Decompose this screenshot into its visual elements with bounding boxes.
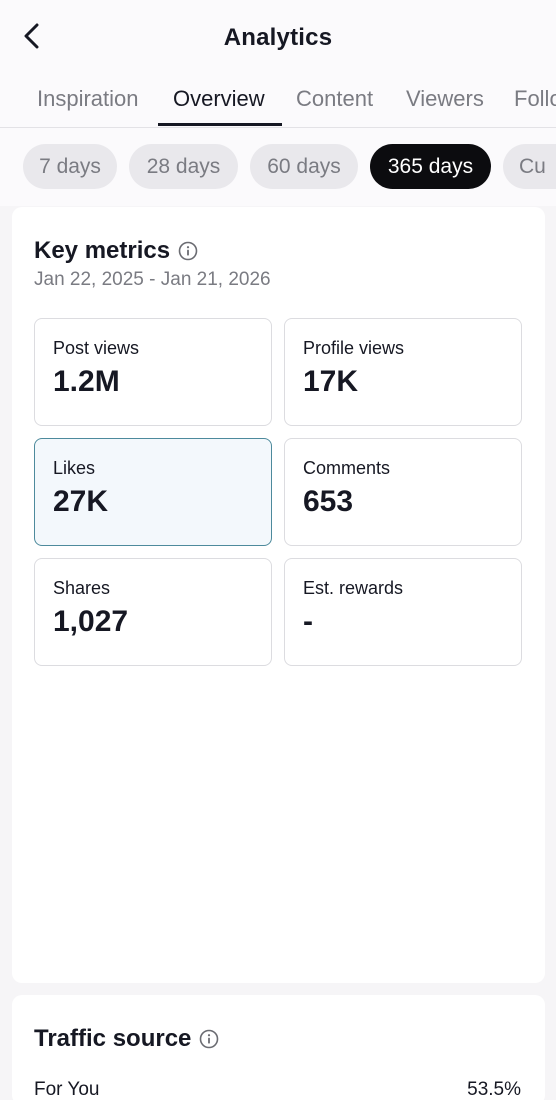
- traffic-source-value: 53.5%: [467, 1079, 521, 1100]
- page-title: Analytics: [223, 24, 333, 51]
- filter-7-days[interactable]: 7 days: [23, 144, 117, 189]
- tab-followers[interactable]: Follo: [514, 86, 556, 111]
- date-range: Jan 22, 2025 - Jan 21, 2026: [34, 269, 271, 290]
- chevron-left-icon: [21, 23, 43, 54]
- metric-est-rewards[interactable]: Est. rewards -: [284, 558, 522, 666]
- info-icon[interactable]: [178, 241, 198, 261]
- metric-likes[interactable]: Likes 27K: [34, 438, 272, 546]
- traffic-source-row: For You 53.5%: [34, 1079, 521, 1100]
- metric-label: Shares: [53, 578, 111, 598]
- metric-label: Likes: [53, 458, 96, 478]
- app-header: Analytics: [0, 0, 556, 76]
- traffic-source-title: Traffic source: [34, 1025, 192, 1052]
- tab-inspiration[interactable]: Inspiration: [37, 86, 139, 111]
- tab-overview[interactable]: Overview: [173, 86, 265, 111]
- back-button[interactable]: [14, 20, 50, 56]
- filter-60-days[interactable]: 60 days: [250, 144, 358, 189]
- metric-value: 653: [303, 485, 354, 518]
- traffic-source-card: Traffic source For You 53.5%: [12, 995, 545, 1100]
- key-metrics-title: Key metrics: [34, 237, 171, 264]
- metric-value: 1,027: [53, 605, 129, 638]
- metric-comments[interactable]: Comments 653: [284, 438, 522, 546]
- key-metrics-card: Key metrics Jan 22, 2025 - Jan 21, 2026 …: [12, 207, 545, 983]
- metric-value: 1.2M: [53, 365, 120, 398]
- filter-365-days[interactable]: 365 days: [370, 144, 491, 189]
- metric-profile-views[interactable]: Profile views 17K: [284, 318, 522, 426]
- tab-content[interactable]: Content: [296, 86, 374, 111]
- key-metrics-heading: Key metrics: [34, 237, 198, 265]
- tab-bar: Inspiration Overview Content Viewers Fol…: [0, 76, 556, 128]
- metric-value: 27K: [53, 485, 109, 518]
- metric-label: Est. rewards: [303, 578, 404, 598]
- metric-label: Post views: [53, 338, 140, 358]
- metric-value: -: [303, 605, 313, 638]
- date-filter-bar: 7 days 28 days 60 days 365 days Cu: [0, 128, 556, 206]
- filter-custom[interactable]: Cu: [503, 144, 556, 189]
- info-icon[interactable]: [199, 1029, 219, 1049]
- metric-value: 17K: [303, 365, 359, 398]
- metric-post-views[interactable]: Post views 1.2M: [34, 318, 272, 426]
- metric-shares[interactable]: Shares 1,027: [34, 558, 272, 666]
- tab-viewers[interactable]: Viewers: [406, 86, 484, 111]
- metric-label: Profile views: [303, 338, 405, 358]
- traffic-source-heading: Traffic source: [34, 1025, 219, 1053]
- active-tab-indicator: [158, 123, 282, 126]
- filter-28-days[interactable]: 28 days: [129, 144, 238, 189]
- traffic-source-label: For You: [34, 1079, 100, 1100]
- metric-label: Comments: [303, 458, 391, 478]
